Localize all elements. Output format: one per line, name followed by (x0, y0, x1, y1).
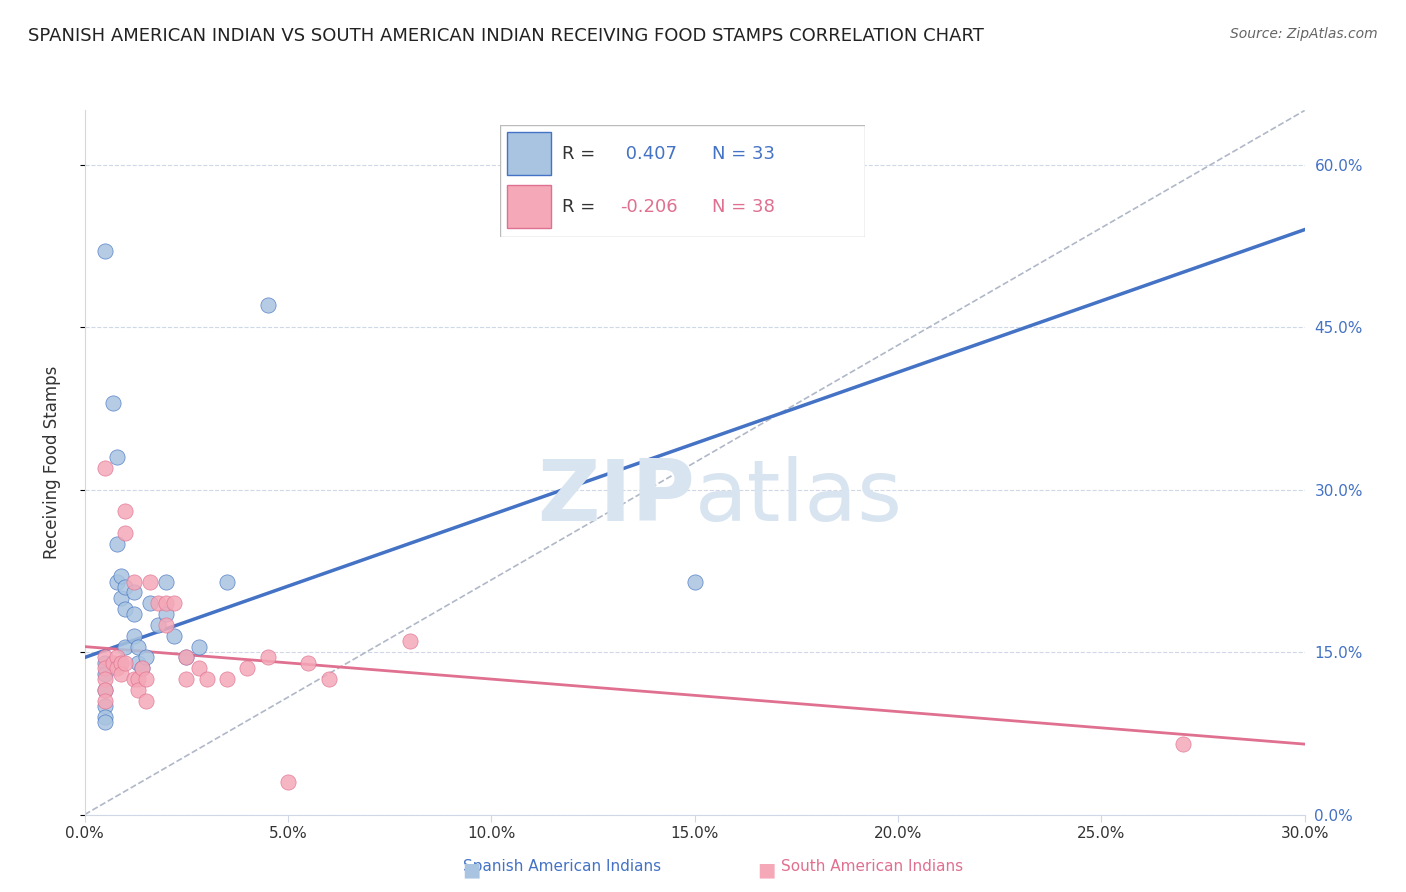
Point (110, 666, 132, 681)
Point (110, 591, 132, 605)
Point (163, 596, 186, 610)
Point (110, 656, 132, 670)
Point (110, 569, 132, 583)
Point (297, 656, 319, 670)
Point (94, 682, 117, 697)
Text: ■: ■ (756, 860, 776, 880)
Point (131, 661, 153, 675)
Point (94, 699, 117, 714)
Point (105, 650, 128, 665)
Point (155, 596, 177, 610)
Point (155, 607, 177, 621)
Point (176, 650, 198, 665)
Point (399, 634, 422, 648)
Text: ZIP: ZIP (537, 456, 695, 539)
Point (163, 629, 186, 643)
Point (127, 656, 149, 670)
Point (256, 650, 278, 665)
Point (103, 396, 125, 410)
Point (105, 661, 128, 675)
Point (122, 629, 145, 643)
Point (94, 661, 117, 675)
Point (122, 607, 145, 621)
Point (122, 585, 145, 599)
Point (114, 580, 136, 594)
Point (215, 672, 238, 686)
Point (127, 672, 149, 686)
Point (94, 710, 117, 724)
Point (103, 656, 125, 670)
Point (94, 656, 117, 670)
Point (146, 618, 169, 632)
Point (1171, 737, 1194, 751)
Point (155, 618, 177, 632)
Point (94, 650, 117, 665)
Point (318, 672, 340, 686)
Point (236, 661, 259, 675)
Point (114, 601, 136, 615)
Text: South American Indians: South American Indians (780, 859, 963, 874)
Point (135, 650, 157, 665)
Y-axis label: Receiving Food Stamps: Receiving Food Stamps (44, 366, 60, 559)
Point (127, 682, 149, 697)
Text: Source: ZipAtlas.com: Source: ZipAtlas.com (1230, 27, 1378, 41)
Point (683, 574, 706, 589)
Point (187, 640, 209, 654)
Text: Spanish American Indians: Spanish American Indians (464, 859, 661, 874)
Point (105, 574, 128, 589)
Point (176, 672, 198, 686)
Point (94, 715, 117, 730)
Point (155, 574, 177, 589)
Point (94, 461, 117, 475)
Point (94, 672, 117, 686)
Point (94, 666, 117, 681)
Text: SPANISH AMERICAN INDIAN VS SOUTH AMERICAN INDIAN RECEIVING FOOD STAMPS CORRELATI: SPANISH AMERICAN INDIAN VS SOUTH AMERICA… (28, 27, 984, 45)
Text: ■: ■ (461, 860, 481, 880)
Point (187, 661, 209, 675)
Point (94, 244, 117, 259)
Point (131, 661, 153, 675)
Point (105, 537, 128, 551)
Point (94, 682, 117, 697)
Point (215, 574, 238, 589)
Point (176, 650, 198, 665)
Point (122, 672, 145, 686)
Point (94, 694, 117, 708)
Point (146, 596, 169, 610)
Point (139, 596, 162, 610)
Point (135, 672, 157, 686)
Point (114, 525, 136, 540)
Point (105, 450, 128, 464)
Point (114, 504, 136, 518)
Point (256, 298, 278, 312)
Point (114, 656, 136, 670)
Point (122, 574, 145, 589)
Point (135, 694, 157, 708)
Point (114, 640, 136, 654)
Text: atlas: atlas (695, 456, 903, 539)
Point (127, 640, 149, 654)
Point (195, 672, 218, 686)
Point (139, 574, 162, 589)
Point (277, 775, 299, 789)
